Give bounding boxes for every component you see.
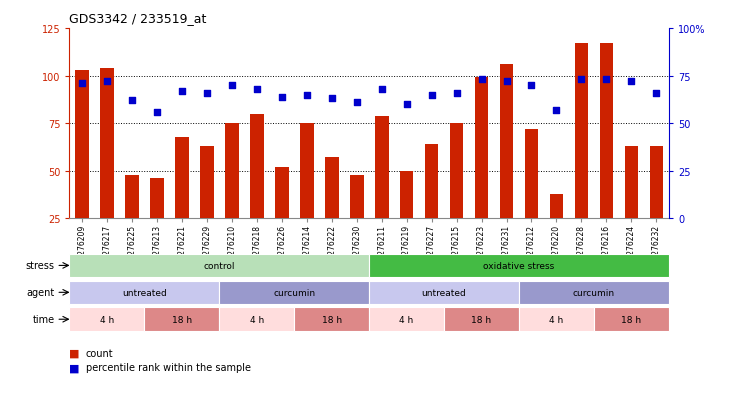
Bar — [369, 281, 519, 304]
Bar — [474, 78, 488, 219]
Point — [276, 94, 287, 101]
Text: 18 h: 18 h — [322, 315, 342, 324]
Text: 4 h: 4 h — [100, 315, 114, 324]
Bar — [624, 147, 638, 219]
Bar — [69, 308, 145, 331]
Bar — [444, 308, 519, 331]
Text: control: control — [203, 261, 235, 270]
Point — [351, 100, 363, 106]
Bar — [219, 281, 369, 304]
Bar — [219, 308, 294, 331]
Bar — [75, 71, 88, 219]
Text: ■: ■ — [69, 348, 80, 358]
Text: untreated: untreated — [422, 288, 466, 297]
Bar — [125, 175, 139, 219]
Bar — [250, 114, 264, 219]
Point — [226, 83, 238, 89]
Point — [425, 92, 437, 99]
Point — [176, 88, 188, 95]
Text: ■: ■ — [69, 363, 80, 373]
Bar — [325, 158, 338, 219]
Bar — [599, 44, 613, 219]
Point — [601, 77, 613, 83]
Bar — [425, 145, 439, 219]
Text: oxidative stress: oxidative stress — [483, 261, 555, 270]
Bar — [100, 69, 114, 219]
Point — [201, 90, 213, 97]
Point — [76, 81, 88, 87]
Point — [476, 77, 488, 83]
Text: 18 h: 18 h — [621, 315, 642, 324]
Point — [651, 90, 662, 97]
Text: untreated: untreated — [122, 288, 167, 297]
Point — [126, 98, 137, 104]
Bar — [294, 308, 369, 331]
Point — [251, 86, 262, 93]
Point — [101, 79, 113, 85]
Point — [151, 109, 163, 116]
Text: 18 h: 18 h — [471, 315, 492, 324]
Bar — [225, 124, 238, 219]
Bar — [69, 254, 369, 278]
Point — [501, 79, 512, 85]
Bar — [69, 281, 219, 304]
Bar — [400, 171, 414, 219]
Bar — [594, 308, 669, 331]
Text: stress: stress — [26, 261, 55, 271]
Point — [401, 102, 412, 108]
Text: 4 h: 4 h — [550, 315, 564, 324]
Text: agent: agent — [26, 287, 55, 298]
Point — [326, 96, 338, 102]
Point — [526, 83, 537, 89]
Text: curcumin: curcumin — [573, 288, 615, 297]
Bar — [275, 168, 289, 219]
Text: 4 h: 4 h — [400, 315, 414, 324]
Point — [301, 92, 313, 99]
Bar — [175, 137, 189, 219]
Bar — [300, 124, 314, 219]
Text: time: time — [32, 314, 55, 325]
Bar — [369, 308, 444, 331]
Text: GDS3342 / 233519_at: GDS3342 / 233519_at — [69, 12, 207, 25]
Bar — [500, 65, 513, 219]
Bar — [145, 308, 219, 331]
Point — [575, 77, 587, 83]
Text: 18 h: 18 h — [172, 315, 192, 324]
Point — [451, 90, 463, 97]
Bar — [525, 130, 538, 219]
Text: count: count — [86, 348, 113, 358]
Bar — [450, 124, 463, 219]
Bar — [650, 147, 663, 219]
Point — [376, 86, 387, 93]
Bar — [519, 308, 594, 331]
Bar — [575, 44, 588, 219]
Bar — [350, 175, 363, 219]
Bar — [550, 194, 564, 219]
Bar — [375, 116, 388, 219]
Text: curcumin: curcumin — [273, 288, 315, 297]
Point — [550, 107, 562, 114]
Text: percentile rank within the sample: percentile rank within the sample — [86, 363, 251, 373]
Bar — [150, 179, 164, 219]
Bar — [369, 254, 669, 278]
Point — [626, 79, 637, 85]
Text: 4 h: 4 h — [250, 315, 264, 324]
Bar — [200, 147, 213, 219]
Bar — [519, 281, 669, 304]
